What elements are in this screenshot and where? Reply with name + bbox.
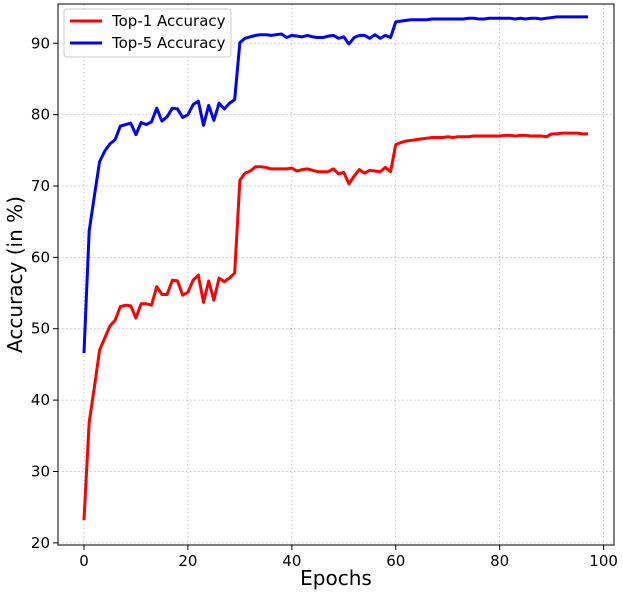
x-axis-title: Epochs <box>300 566 372 590</box>
y-tick-label-7: 90 <box>31 34 50 52</box>
axis-ticks: 0 20 40 60 80 100 20 30 40 50 60 70 80 90 <box>31 34 618 570</box>
y-tick-label-2: 40 <box>31 391 50 409</box>
y-tick-label-6: 80 <box>31 106 50 124</box>
x-tick-label-1: 20 <box>178 552 197 570</box>
y-axis-title: Accuracy (in %) <box>3 196 27 353</box>
legend-label-1: Top-1 Accuracy <box>111 12 226 30</box>
x-tick-label-3: 60 <box>386 552 405 570</box>
x-tick-label-2: 40 <box>282 552 301 570</box>
x-tick-label-4: 80 <box>490 552 509 570</box>
y-tick-label-0: 20 <box>31 534 50 552</box>
series-line-1 <box>82 131 589 521</box>
legend: Top-1 Accuracy Top-5 Accuracy <box>63 8 232 58</box>
x-tick-label-0: 0 <box>79 552 89 570</box>
y-tick-label-1: 30 <box>31 462 50 480</box>
plot-frame <box>57 3 615 546</box>
legend-box <box>63 8 232 58</box>
x-tick-label-5: 100 <box>589 552 618 570</box>
series-line-2 <box>82 15 589 354</box>
series-layer <box>82 15 589 521</box>
y-tick-label-3: 50 <box>31 320 50 338</box>
y-tick-label-4: 60 <box>31 248 50 266</box>
legend-label-2: Top-5 Accuracy <box>111 34 226 52</box>
y-tick-label-5: 70 <box>31 177 50 195</box>
grid <box>58 4 614 545</box>
